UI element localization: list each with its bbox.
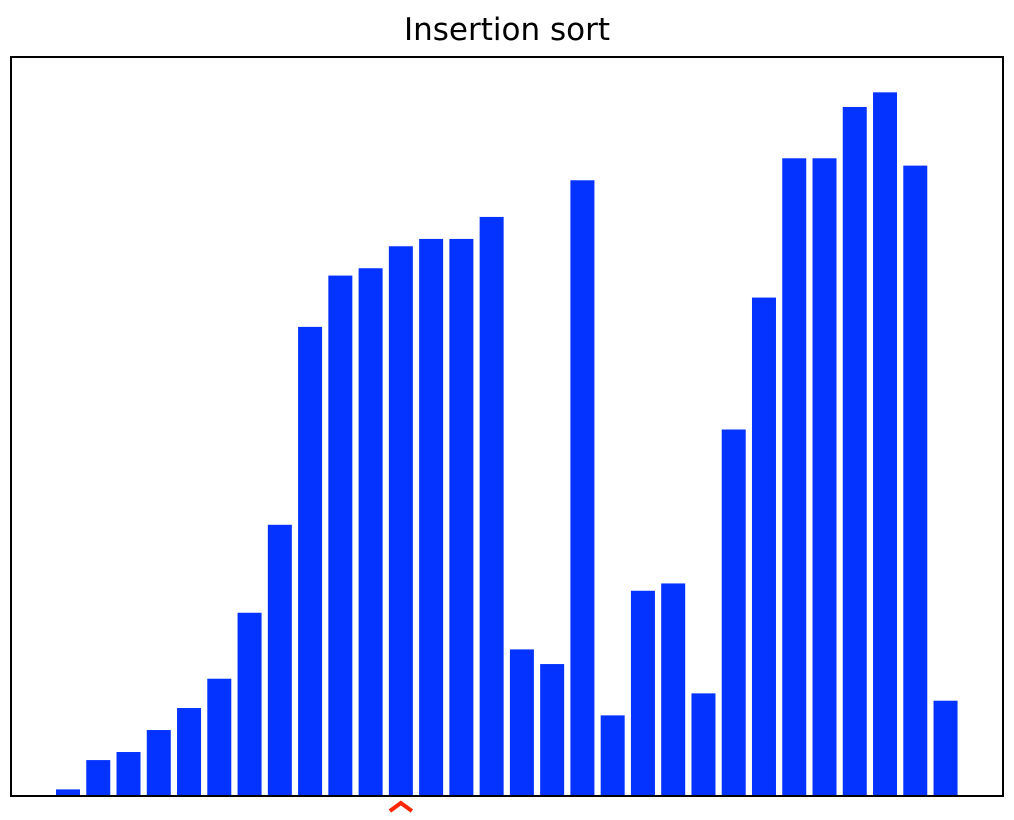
bar-27: [842, 106, 867, 797]
bars-layer: [56, 92, 958, 797]
bar-4: [146, 730, 171, 796]
bar-7: [237, 612, 262, 796]
bar-16: [509, 649, 534, 796]
bar-8: [267, 524, 292, 796]
bar-17: [540, 664, 565, 796]
marker-layer: [388, 800, 414, 813]
bar-29: [903, 165, 928, 796]
bar-30: [933, 700, 958, 796]
current-position-marker: [388, 800, 414, 813]
bar-19: [600, 715, 625, 796]
bar-10: [328, 275, 353, 796]
bar-28: [873, 92, 898, 796]
bar-20: [630, 590, 655, 796]
bar-15: [479, 216, 504, 796]
bar-23: [721, 429, 746, 796]
bar-18: [570, 180, 595, 796]
bar-14: [449, 238, 474, 797]
bar-9: [298, 326, 323, 796]
bar-13: [419, 238, 444, 797]
bar-24: [751, 297, 776, 796]
chart-title: Insertion sort: [403, 12, 610, 48]
bar-6: [207, 678, 232, 796]
bar-1: [56, 789, 80, 796]
bar-12: [388, 246, 413, 796]
bar-25: [782, 158, 807, 797]
bar-21: [661, 583, 686, 796]
bar-3: [116, 752, 141, 796]
bar-5: [177, 708, 202, 796]
bar-22: [691, 693, 716, 796]
bar-26: [812, 158, 837, 797]
bar-11: [358, 268, 383, 796]
bar-2: [86, 760, 111, 796]
plot-frame: [10, 56, 1004, 797]
